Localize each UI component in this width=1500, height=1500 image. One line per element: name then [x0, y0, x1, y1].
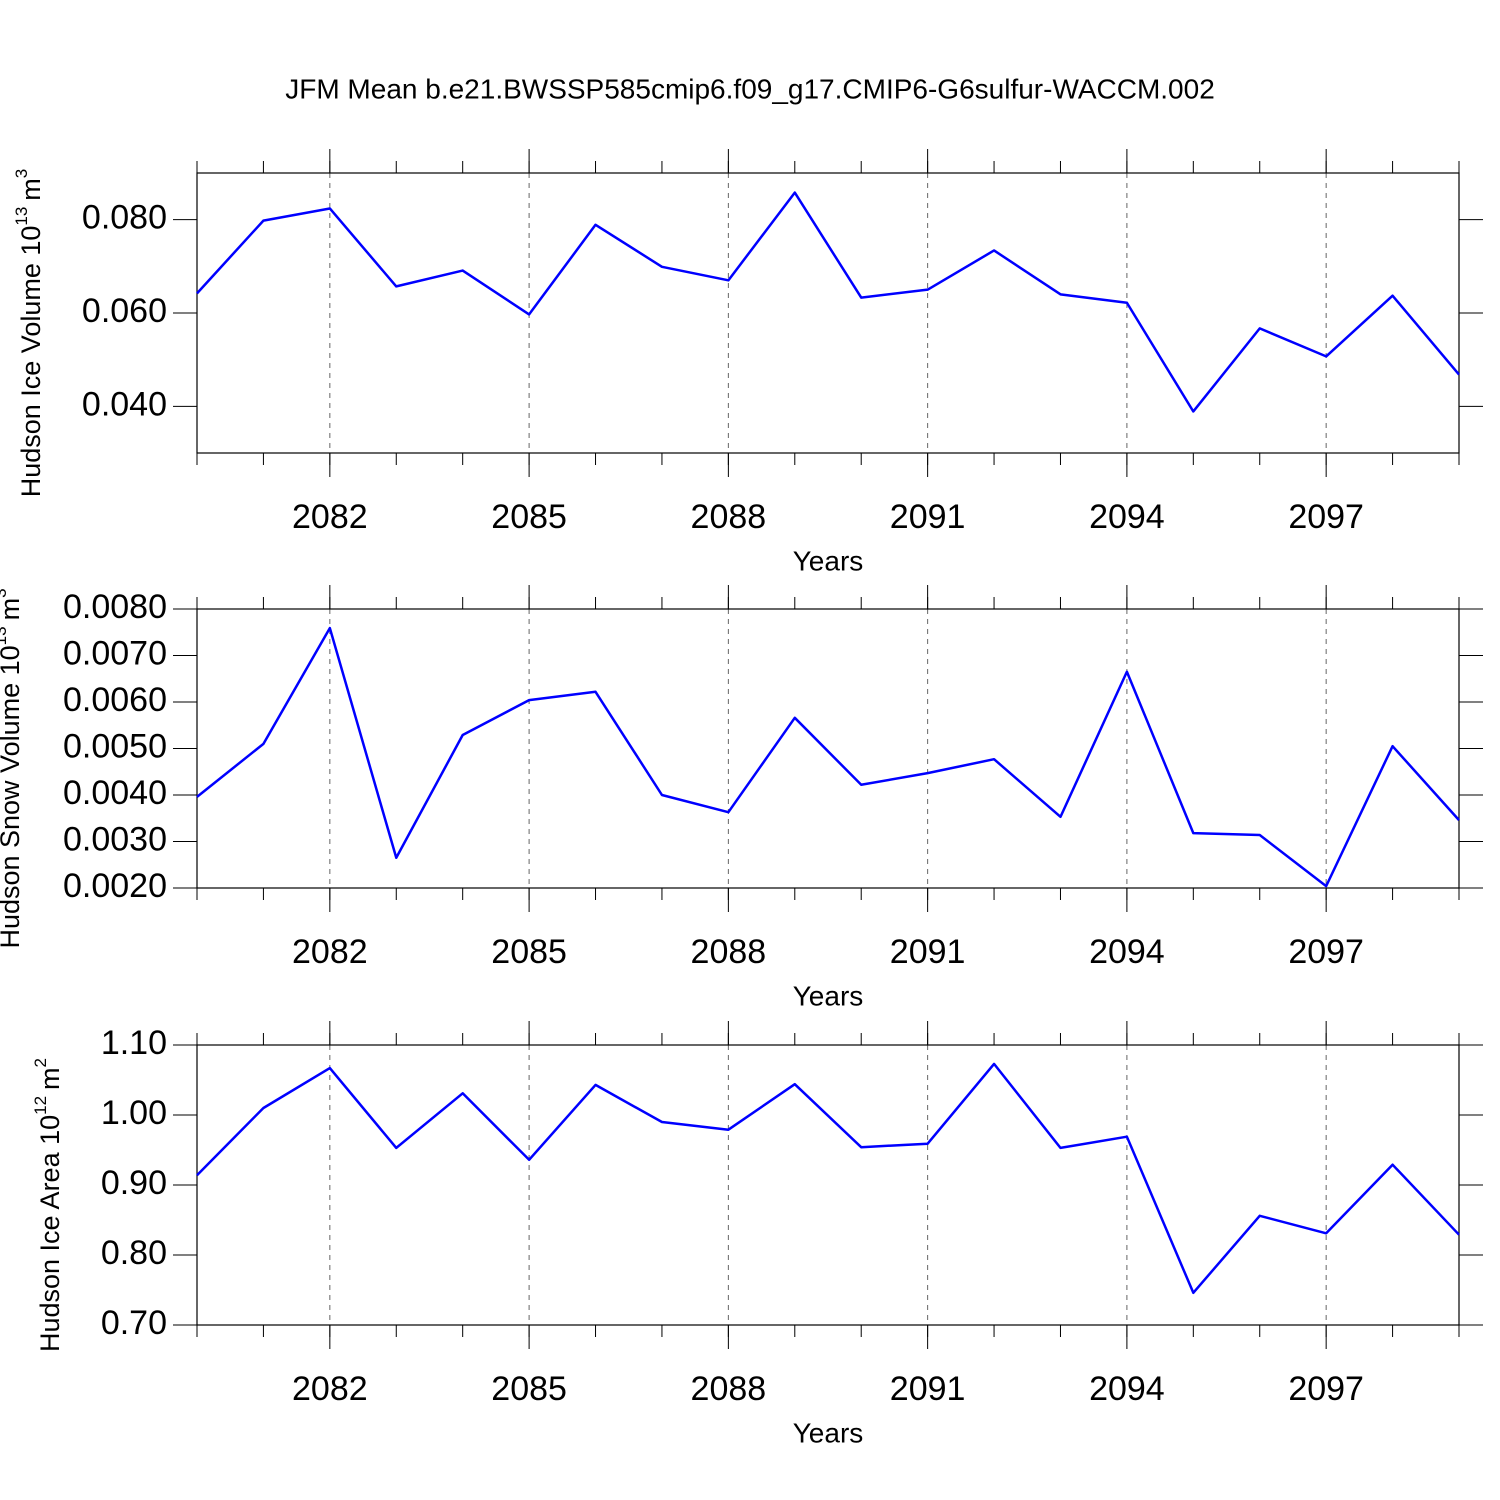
data-line: [196, 626, 1460, 888]
y-tick-label: 0.0040: [63, 774, 167, 812]
y-tick-label: 0.70: [101, 1304, 167, 1342]
y-axis-label: Hudson Snow Volume 1013 m3: [0, 588, 25, 948]
y-tick-label: 0.80: [101, 1234, 167, 1272]
y-axis-label: Hudson Ice Volume 1013 m3: [12, 169, 46, 498]
y-label-text: Hudson Ice Volume 10: [16, 226, 46, 498]
x-axis-label: Years: [793, 1417, 864, 1448]
y-tick-label: 0.0070: [63, 634, 167, 672]
x-tick-label: 2082: [292, 498, 368, 536]
y-label-unit: m: [0, 598, 25, 621]
y-tick-label: 1.10: [101, 1024, 167, 1062]
y-label-unit-exponent: 2: [31, 1058, 50, 1067]
data-line: [196, 1062, 1460, 1295]
y-tick-label: 1.00: [101, 1094, 167, 1132]
x-axis-label: Years: [793, 545, 864, 576]
x-tick-label: 2082: [292, 933, 368, 971]
y-tick-label: 0.080: [82, 199, 167, 237]
x-tick-label: 2094: [1089, 498, 1165, 536]
y-label-text: Hudson Ice Area 10: [35, 1115, 65, 1352]
y-tick-label: 0.0050: [63, 727, 167, 765]
x-tick-label: 2091: [890, 1370, 966, 1408]
x-tick-label: 2085: [491, 933, 567, 971]
y-label-unit-exponent: 3: [12, 169, 31, 178]
x-tick-label: 2088: [691, 933, 767, 971]
y-label-unit: m: [35, 1067, 65, 1090]
y-label-unit: m: [16, 178, 46, 201]
x-tick-label: 2091: [890, 933, 966, 971]
x-tick-label: 2094: [1089, 933, 1165, 971]
x-tick-label: 2097: [1288, 933, 1364, 971]
x-tick-label: 2085: [491, 1370, 567, 1408]
y-label-exponent: 12: [31, 1096, 50, 1115]
y-tick-label: 0.0060: [63, 681, 167, 719]
plot-frame: [196, 608, 1460, 889]
y-tick-label: 0.0080: [63, 588, 167, 626]
y-tick-label: 0.0020: [63, 867, 167, 905]
plot-frame: [196, 172, 1460, 454]
figure-title: JFM Mean b.e21.BWSSP585cmip6.f09_g17.CMI…: [285, 73, 1215, 104]
x-tick-label: 2085: [491, 498, 567, 536]
y-label-exponent: 13: [12, 207, 31, 226]
y-tick-label: 0.060: [82, 292, 167, 330]
data-line: [196, 191, 1460, 413]
y-label-unit-exponent: 3: [0, 588, 10, 597]
y-tick-label: 0.90: [101, 1164, 167, 1202]
x-tick-label: 2097: [1288, 498, 1364, 536]
x-tick-label: 2091: [890, 498, 966, 536]
x-tick-label: 2094: [1089, 1370, 1165, 1408]
x-tick-label: 2088: [691, 1370, 767, 1408]
y-axis-label: Hudson Ice Area 1012 m2: [31, 1058, 65, 1352]
x-tick-label: 2097: [1288, 1370, 1364, 1408]
y-tick-label: 0.040: [82, 385, 167, 423]
plot-frame: [196, 1044, 1460, 1326]
y-label-text: Hudson Snow Volume 10: [0, 645, 25, 948]
y-label-exponent: 13: [0, 626, 10, 645]
x-tick-label: 2082: [292, 1370, 368, 1408]
y-tick-label: 0.0030: [63, 820, 167, 858]
x-axis-label: Years: [793, 980, 864, 1011]
x-tick-label: 2088: [691, 498, 767, 536]
